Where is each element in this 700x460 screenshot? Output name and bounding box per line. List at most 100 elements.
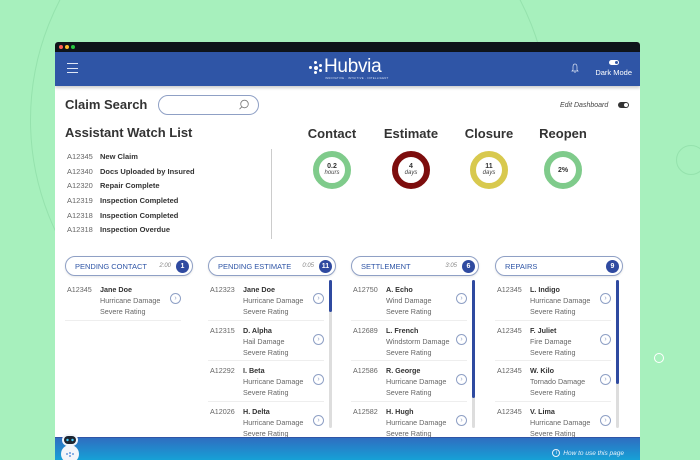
claim-id: A12323 xyxy=(210,285,235,294)
column-label: PENDING ESTIMATE xyxy=(218,261,292,271)
claimant-name: H. Hugh xyxy=(386,406,414,416)
dark-mode-toggle[interactable]: Dark Mode xyxy=(595,60,632,77)
chevron-right-icon[interactable]: › xyxy=(313,414,324,426)
claim-search-input[interactable] xyxy=(158,95,259,115)
chevron-right-icon[interactable]: › xyxy=(600,293,611,304)
claim-card[interactable]: A12292 I. Beta Hurricane Damage Severe Rati… xyxy=(208,361,324,402)
metric-label: Closure xyxy=(464,126,514,141)
chevron-right-icon[interactable]: › xyxy=(456,374,467,385)
claim-id: A12689 xyxy=(353,325,378,335)
claim-id: A12318 xyxy=(67,225,93,235)
claim-card[interactable]: A12345 Jane Doe Hurricane Damage Severe Rat… xyxy=(65,280,181,321)
edit-dashboard-label: Edit Dashboard xyxy=(560,102,609,109)
watch-list-item[interactable]: A12320 Repair Complete xyxy=(67,178,195,193)
claimant-name: A. Echo xyxy=(386,285,413,294)
claim-card[interactable]: A12026 H. Delta Hurricane Damage Severe Rat… xyxy=(208,402,324,442)
column-time: 0:05 xyxy=(302,263,314,269)
severity-rating: Severe Rating xyxy=(386,388,432,397)
toggle-icon xyxy=(608,60,619,65)
claim-card[interactable]: A12345 F. Juliet Fire Damage Severe Rating › xyxy=(495,321,611,361)
column-header-pending-contact[interactable]: PENDING CONTACT 2:00 1 xyxy=(65,256,193,276)
watch-list-title: Assistant Watch List xyxy=(65,125,193,140)
chevron-right-icon[interactable]: › xyxy=(456,333,467,345)
claim-card[interactable]: A12345 W. Kilo Tornado Damage Severe Rating… xyxy=(495,361,611,402)
claimant-name: Jane Doe xyxy=(243,285,275,294)
severity-rating: Severe Rating xyxy=(386,347,432,357)
claimant-name: W. Kilo xyxy=(530,366,554,375)
claim-id: A12318 xyxy=(67,210,93,220)
app-window: Hubvia INNOVATIVE · INTUITIVE · INTELLIG… xyxy=(55,42,640,460)
help-link[interactable]: i How to use this page xyxy=(552,449,624,457)
watch-item-text: Inspection Completed xyxy=(100,210,179,220)
metric-unit: days xyxy=(482,170,496,177)
help-label: How to use this page xyxy=(563,449,624,457)
count-badge: 9 xyxy=(606,259,619,273)
severity-rating: Severe Rating xyxy=(530,347,576,357)
watch-list-item[interactable]: A12319 Inspection Completed xyxy=(67,193,195,208)
damage-type: Hurricane Damage xyxy=(386,417,447,427)
metric-ring: 0.2 hours xyxy=(313,151,351,189)
claim-card[interactable]: A12345 L. Indigo Hurricane Damage Severe Ra… xyxy=(495,280,611,321)
watch-list-item[interactable]: A12340 Docs Uploaded by Insured xyxy=(67,164,195,179)
claim-card[interactable]: A12315 D. Alpha Hail Damage Severe Rating › xyxy=(208,321,324,361)
chevron-right-icon[interactable]: › xyxy=(313,293,324,304)
damage-type: Hurricane Damage xyxy=(243,377,304,386)
chevron-right-icon[interactable]: › xyxy=(600,414,611,426)
chevron-right-icon[interactable]: › xyxy=(313,333,324,345)
chevron-right-icon[interactable]: › xyxy=(456,293,467,304)
column-header-settlement[interactable]: SETTLEMENT 3:05 6 xyxy=(351,256,479,276)
edit-dashboard-toggle[interactable] xyxy=(618,102,629,108)
claim-card[interactable]: A12750 A. Echo Wind Damage Severe Rating › xyxy=(351,280,467,321)
claimant-name: F. Juliet xyxy=(530,325,557,335)
column-label: SETTLEMENT xyxy=(361,261,411,271)
watch-item-text: Docs Uploaded by Insured xyxy=(100,166,195,176)
chevron-right-icon[interactable]: › xyxy=(600,333,611,345)
minimize-window-button[interactable] xyxy=(65,45,69,49)
column-header-pending-estimate[interactable]: PENDING ESTIMATE 0:05 11 xyxy=(208,256,336,276)
chevron-right-icon[interactable]: › xyxy=(600,374,611,385)
claim-id: A12292 xyxy=(210,366,235,375)
column-repairs: REPAIRS 9 A12345 L. Indigo Hurricane Damage… xyxy=(495,256,623,450)
claim-id: A12315 xyxy=(210,325,235,335)
watch-list-item[interactable]: A12318 Inspection Completed xyxy=(67,208,195,223)
scrollbar[interactable] xyxy=(616,280,619,428)
claim-card[interactable]: A12586 R. George Hurricane Damage Severe Ra… xyxy=(351,361,467,402)
assistant-robot-icon[interactable] xyxy=(58,432,82,460)
close-window-button[interactable] xyxy=(59,45,63,49)
scrollbar[interactable] xyxy=(472,280,475,428)
metric-reopen: Reopen 2% xyxy=(528,126,598,189)
column-settlement: SETTLEMENT 3:05 6 A12750 A. Echo Wind Damage… xyxy=(351,256,479,450)
scrollbar[interactable] xyxy=(329,280,332,428)
menu-icon[interactable] xyxy=(67,63,78,73)
claim-card[interactable]: A12323 Jane Doe Hurricane Damage Severe Rat… xyxy=(208,280,324,321)
scrollbar-thumb[interactable] xyxy=(329,280,332,312)
chevron-right-icon[interactable]: › xyxy=(456,414,467,426)
severity-rating: Severe Rating xyxy=(100,307,146,316)
metric-unit: days xyxy=(404,170,418,177)
column-header-repairs[interactable]: REPAIRS 9 xyxy=(495,256,623,276)
claim-id: A12026 xyxy=(210,406,235,416)
search-icon[interactable] xyxy=(238,99,250,111)
claim-card[interactable]: A12582 H. Hugh Hurricane Damage Severe Rati… xyxy=(351,402,467,442)
metric-value: 2% xyxy=(557,166,569,174)
scrollbar-thumb[interactable] xyxy=(472,280,475,398)
watch-list-item[interactable]: A12345 New Claim xyxy=(67,149,195,164)
metric-ring: 11 days xyxy=(470,151,508,189)
maximize-window-button[interactable] xyxy=(71,45,75,49)
metric-estimate: Estimate 4 days xyxy=(376,126,446,189)
claim-id: A12319 xyxy=(67,195,93,205)
claim-id: A12340 xyxy=(67,166,93,176)
column-pending-contact: PENDING CONTACT 2:00 1 A12345 Jane Doe Hurri… xyxy=(65,256,193,450)
claim-card[interactable]: A12689 L. French Windstorm Damage Severe Ra… xyxy=(351,321,467,361)
watch-list-item[interactable]: A12318 Inspection Overdue xyxy=(67,222,195,237)
claim-id: A12586 xyxy=(353,366,378,375)
bell-icon[interactable] xyxy=(571,63,579,73)
severity-rating: Severe Rating xyxy=(243,347,289,357)
claim-search-title: Claim Search xyxy=(65,97,148,112)
chevron-right-icon[interactable]: › xyxy=(313,374,324,385)
damage-type: Tornado Damage xyxy=(530,377,586,386)
claim-card[interactable]: A12345 V. Lima Hurricane Damage Severe Rati… xyxy=(495,402,611,442)
scrollbar-thumb[interactable] xyxy=(616,280,619,384)
severity-rating: Severe Rating xyxy=(386,307,432,316)
chevron-right-icon[interactable]: › xyxy=(170,293,181,304)
